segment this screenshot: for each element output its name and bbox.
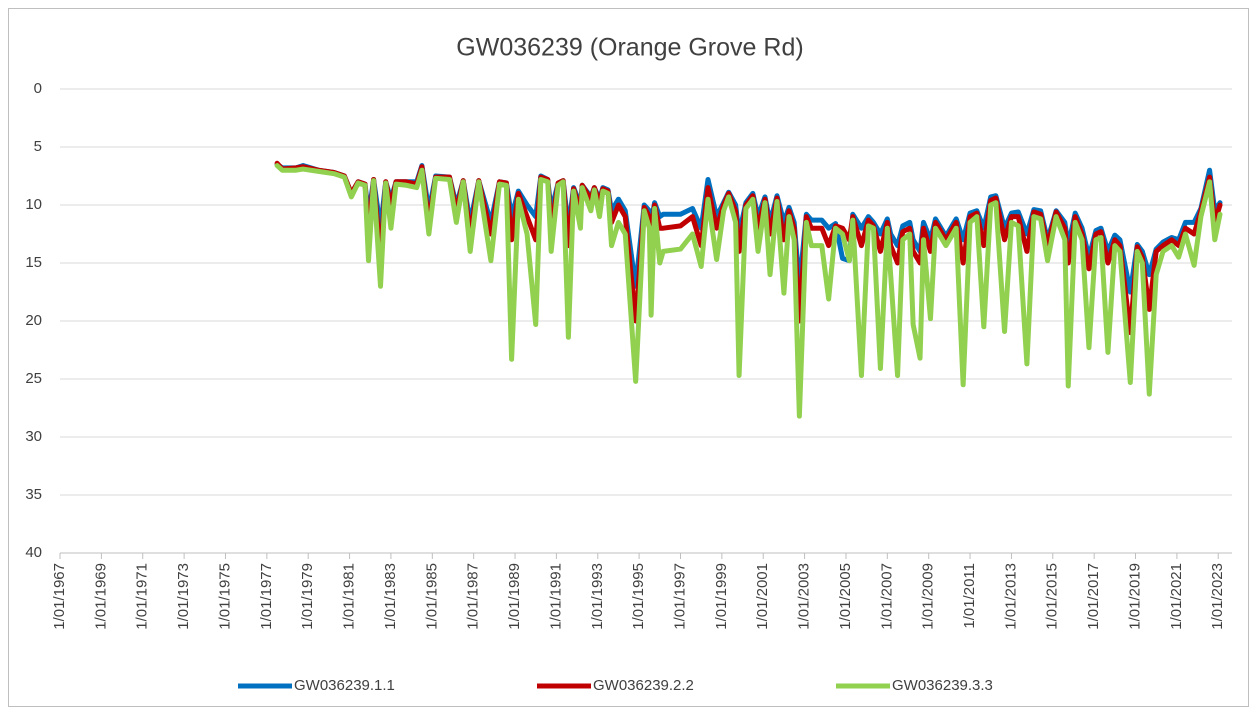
x-tick-label: 1/01/1983 <box>382 563 399 630</box>
x-tick-label: 1/01/1979 <box>299 563 316 630</box>
y-tick-label: 5 <box>34 138 42 155</box>
x-tick-label: 1/01/1975 <box>216 563 233 630</box>
x-tick-label: 1/01/1967 <box>51 563 68 630</box>
legend-label: GW036239.2.2 <box>593 677 694 694</box>
x-tick-label: 1/01/2019 <box>1126 563 1143 630</box>
chart-frame <box>8 8 1249 707</box>
chart-title: GW036239 (Orange Grove Rd) <box>456 34 803 62</box>
legend-label: GW036239.3.3 <box>892 677 993 694</box>
x-tick-label: 1/01/1989 <box>506 563 523 630</box>
y-tick-label: 35 <box>25 486 42 503</box>
x-tick-label: 1/01/2011 <box>961 563 978 629</box>
x-tick-label: 1/01/1995 <box>630 563 647 630</box>
x-tick-label: 1/01/2023 <box>1209 563 1226 630</box>
x-tick-label: 1/01/2007 <box>878 563 895 630</box>
x-tick-label: 1/01/2021 <box>1168 563 1185 630</box>
x-tick-label: 1/01/2005 <box>837 563 854 630</box>
x-tick-label: 1/01/2001 <box>754 563 771 630</box>
x-tick-label: 1/01/2017 <box>1085 563 1102 630</box>
x-tick-label: 1/01/1969 <box>92 563 109 630</box>
y-tick-label: 25 <box>25 370 42 387</box>
x-tick-label: 1/01/1977 <box>258 563 275 630</box>
x-tick-label: 1/01/1997 <box>671 563 688 630</box>
x-tick-label: 1/01/1973 <box>175 563 192 630</box>
x-tick-label: 1/01/1991 <box>547 563 564 630</box>
x-tick-label: 1/01/2015 <box>1044 563 1061 630</box>
series-line <box>274 163 1223 419</box>
y-tick-label: 15 <box>25 254 42 271</box>
x-tick-label: 1/01/1987 <box>465 563 482 630</box>
y-tick-label: 30 <box>25 428 42 445</box>
x-tick-label: 1/01/2009 <box>920 563 937 630</box>
x-tick-label: 1/01/2003 <box>796 563 813 630</box>
y-tick-label: 40 <box>25 544 42 561</box>
x-tick-label: 1/01/2013 <box>1002 563 1019 630</box>
legend-label: GW036239.1.1 <box>294 677 395 694</box>
y-tick-label: 10 <box>25 196 42 213</box>
y-tick-label: 20 <box>25 312 42 329</box>
x-tick-label: 1/01/1985 <box>423 563 440 630</box>
y-tick-label: 0 <box>34 80 42 97</box>
x-tick-label: 1/01/1993 <box>589 563 606 630</box>
x-tick-label: 1/01/1981 <box>341 563 358 630</box>
x-tick-label: 1/01/1971 <box>134 563 151 630</box>
x-tick-label: 1/01/1999 <box>713 563 730 630</box>
